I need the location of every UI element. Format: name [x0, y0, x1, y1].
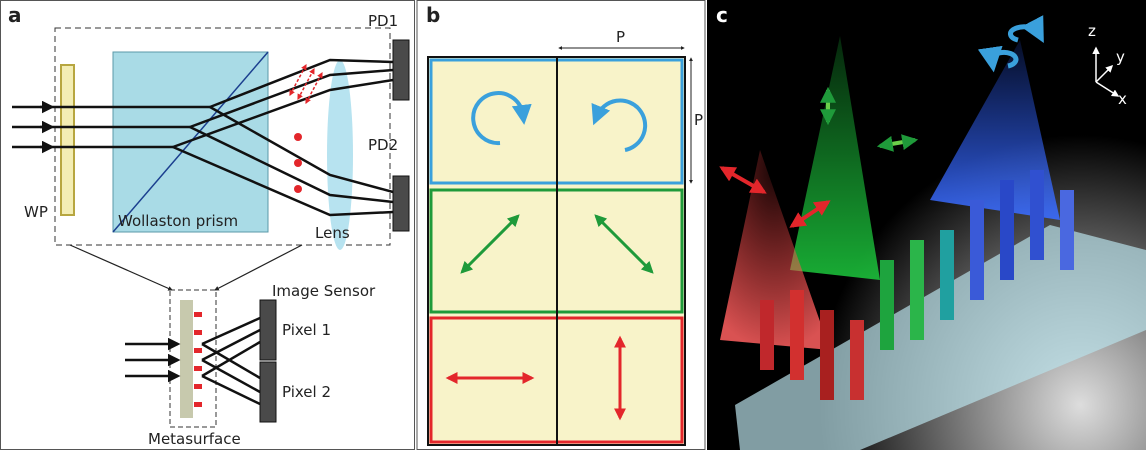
connector — [70, 245, 172, 290]
label: Lens — [315, 224, 350, 242]
waveplate — [61, 65, 74, 215]
pixel — [260, 362, 276, 422]
label: PD2 — [368, 136, 398, 154]
panel-b: b P P — [426, 3, 703, 445]
panel-label: b — [426, 3, 440, 27]
label: Metasurface — [148, 430, 241, 448]
polarization-dots — [294, 133, 302, 193]
panel-a: a WP Wollaston prism Lens PD1 PD2 — [8, 3, 409, 448]
panel-label: a — [8, 3, 22, 27]
photodiode — [393, 176, 409, 231]
label: Pixel 2 — [282, 383, 331, 401]
label: P — [616, 28, 625, 46]
page: a WP Wollaston prism Lens PD1 PD2 — [0, 0, 1146, 450]
axis-label: z — [1088, 22, 1096, 40]
panel-c: c z y x — [707, 0, 1146, 450]
figure: a WP Wollaston prism Lens PD1 PD2 — [0, 0, 1146, 450]
axis-label: x — [1118, 90, 1127, 108]
label: P — [694, 111, 703, 129]
axis-label: y — [1116, 48, 1125, 66]
nanostructures — [194, 312, 202, 407]
label: Wollaston prism — [118, 212, 238, 230]
label: WP — [24, 203, 48, 221]
label: Pixel 1 — [282, 321, 331, 339]
photodiode — [393, 40, 409, 100]
label: Image Sensor — [272, 282, 376, 300]
panel-label: c — [716, 3, 728, 27]
pixel — [260, 300, 276, 360]
label: PD1 — [368, 12, 398, 30]
metasurface — [180, 300, 193, 418]
